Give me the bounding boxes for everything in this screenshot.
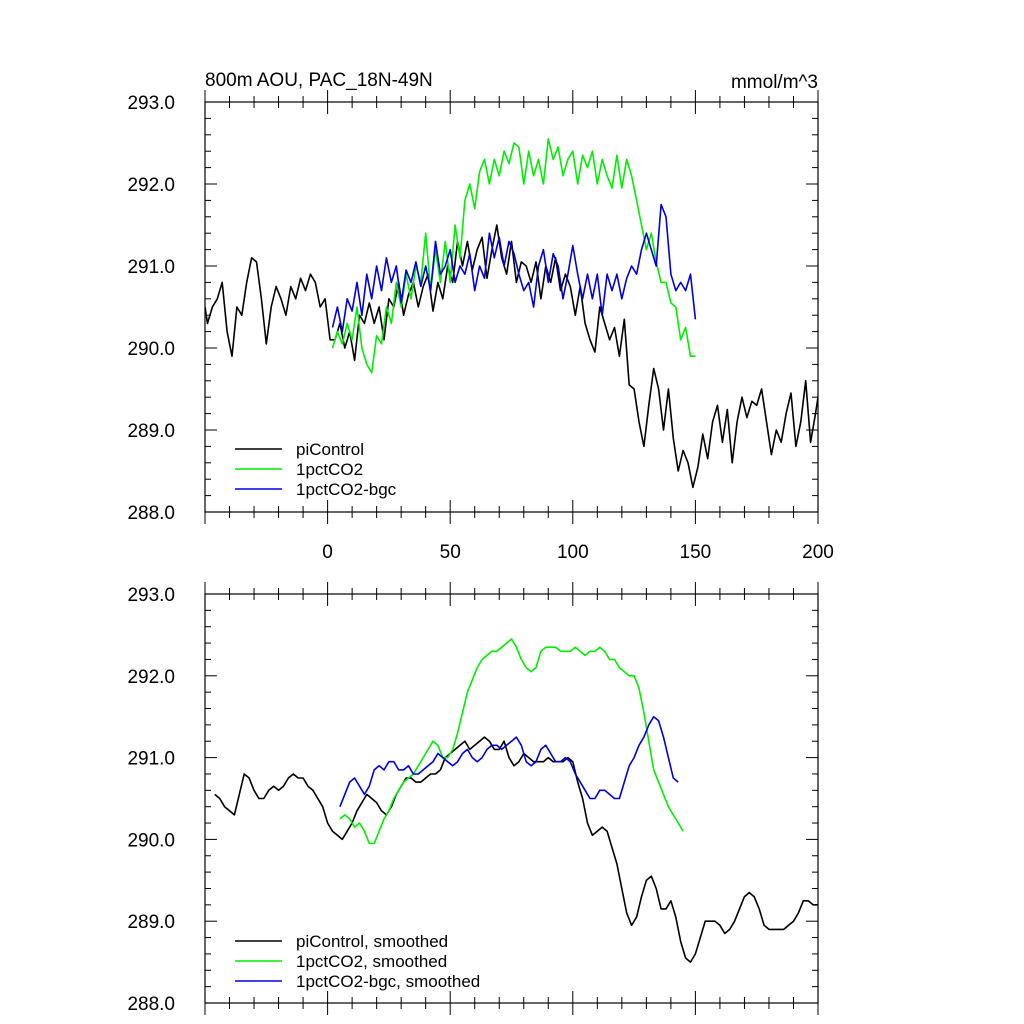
legend-label: 1pctCO2: [296, 460, 363, 479]
x-tick-label: 0: [322, 542, 333, 563]
y-tick-label: 288.0: [127, 994, 175, 1015]
x-tick-label: 200: [802, 542, 834, 563]
top-panel: 288.0 289.0 290.0 291.0 292.0 293.0 0 50 100 150 2…: [127, 70, 833, 563]
series-line-1-2: [339, 715, 679, 807]
y-tick-label: 293.0: [127, 93, 175, 114]
bottom-panel: 288.0 289.0 290.0 291.0 292.0 293.0 piControl,…: [127, 582, 819, 1015]
chart-title: 800m AOU, PAC_18N-49N: [205, 70, 433, 91]
x-tick-label: 150: [680, 542, 712, 563]
y-tick-label: 291.0: [127, 749, 175, 770]
series-line-1-1: [339, 638, 684, 845]
plot-frame: [204, 101, 819, 513]
y-tick-label: 288.0: [127, 503, 175, 524]
legend-label: piControl: [296, 440, 364, 459]
series-line-0-0: [205, 224, 818, 489]
series-line-1-0: [214, 736, 818, 963]
y-tick-label: 290.0: [127, 830, 175, 851]
x-tick-label: 50: [440, 542, 461, 563]
legend-label: 1pctCO2, smoothed: [296, 952, 447, 971]
y-tick-label: 290.0: [127, 339, 175, 360]
series-group: [214, 638, 818, 963]
legend-label: piControl, smoothed: [296, 932, 448, 951]
y-tick-label: 291.0: [127, 257, 175, 278]
y-tick-label: 289.0: [127, 421, 175, 442]
legend-label: 1pctCO2-bgc: [296, 480, 397, 499]
x-tick-label: 100: [557, 542, 589, 563]
y-tick-label: 292.0: [127, 667, 175, 688]
series-line-0-2: [331, 203, 697, 333]
units-label: mmol/m^3: [731, 72, 818, 93]
plot-frame: [204, 593, 819, 1004]
y-tick-label: 289.0: [127, 912, 175, 933]
legend-label: 1pctCO2-bgc, smoothed: [296, 972, 480, 991]
series-line-0-1: [331, 138, 696, 374]
y-tick-label: 293.0: [127, 585, 175, 606]
y-tick-label: 292.0: [127, 175, 175, 196]
series-group: [205, 138, 818, 489]
